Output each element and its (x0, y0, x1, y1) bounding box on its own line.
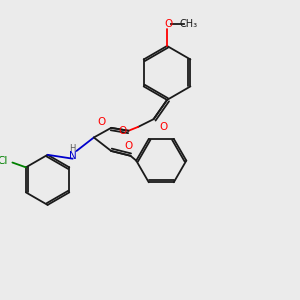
Text: O: O (159, 122, 167, 132)
Text: O: O (98, 117, 106, 127)
Text: N: N (69, 151, 76, 161)
Text: O: O (124, 141, 133, 151)
Text: CH₃: CH₃ (179, 19, 197, 29)
Text: Cl: Cl (0, 156, 8, 166)
Text: O: O (118, 126, 127, 136)
Text: O: O (164, 19, 172, 29)
Text: H: H (70, 144, 76, 153)
